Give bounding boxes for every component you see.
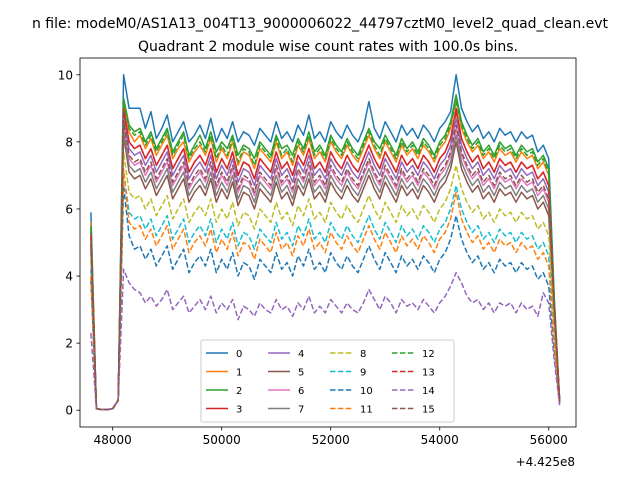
legend-label-0: 0 [236, 349, 242, 360]
y-tick-label: 10 [58, 68, 73, 82]
x-tick-label: 50000 [203, 433, 241, 447]
figure-suptitle: n file: modeM0/AS1A13_004T13_9000006022_… [32, 16, 609, 32]
series-line-7 [90, 131, 561, 411]
legend-label-15: 15 [422, 405, 435, 416]
series-line-0 [90, 74, 561, 411]
x-tick-label: 54000 [421, 433, 459, 447]
legend-label-14: 14 [422, 386, 435, 397]
legend-label-12: 12 [422, 349, 435, 360]
chart-title: Quadrant 2 module wise count rates with … [138, 39, 518, 55]
series-line-4 [90, 114, 561, 411]
y-tick-label: 0 [65, 404, 73, 418]
legend-label-1: 1 [236, 368, 242, 379]
legend-label-9: 9 [360, 368, 366, 379]
legend-label-5: 5 [298, 368, 304, 379]
legend-label-13: 13 [422, 368, 435, 379]
legend-label-7: 7 [298, 405, 304, 416]
legend-label-4: 4 [298, 349, 304, 360]
legend-label-8: 8 [360, 349, 366, 360]
y-tick-label: 8 [65, 135, 73, 149]
series-line-1 [90, 97, 561, 411]
series-line-10 [90, 184, 561, 411]
legend-label-3: 3 [236, 405, 242, 416]
series-layer [90, 74, 561, 411]
series-line-13 [90, 110, 561, 411]
axes-frame [79, 57, 577, 428]
y-tick-label: 2 [65, 337, 73, 351]
series-line-2 [90, 94, 561, 411]
series-line-15 [90, 120, 561, 411]
y-tick-label: 6 [65, 202, 73, 216]
legend-label-10: 10 [360, 386, 373, 397]
x-axis-offset-label: +4.425e8 [516, 455, 575, 469]
series-line-5 [90, 134, 561, 411]
y-tick-label: 4 [65, 270, 73, 284]
x-tick-label: 56000 [530, 433, 568, 447]
legend-label-11: 11 [360, 405, 373, 416]
legend-box [200, 339, 455, 423]
series-line-9 [90, 171, 561, 411]
series-line-11 [90, 167, 561, 411]
x-tick-label: 52000 [312, 433, 350, 447]
series-line-6 [90, 124, 561, 411]
series-line-8 [90, 151, 561, 411]
series-line-14 [90, 268, 561, 411]
x-tick-label: 48000 [94, 433, 132, 447]
series-line-12 [90, 100, 561, 411]
legend-label-2: 2 [236, 386, 242, 397]
legend-label-6: 6 [298, 386, 304, 397]
